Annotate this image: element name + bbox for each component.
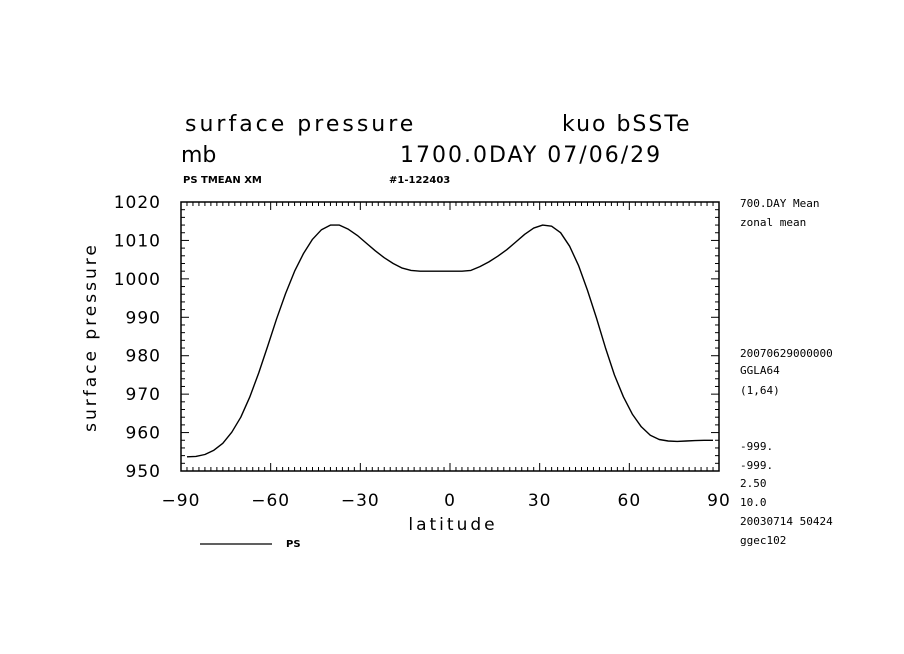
grid-name: GGLA64 bbox=[740, 364, 780, 377]
x-axis-label: latitude bbox=[408, 515, 497, 535]
y-tick-labels: 950 960 970 980 990 1000 1010 1020 bbox=[114, 193, 161, 482]
series-layer bbox=[186, 224, 713, 458]
legend-label: PS bbox=[286, 539, 301, 550]
run-id: #1-122403 bbox=[389, 175, 450, 186]
tick-marks bbox=[180, 201, 720, 472]
mean-label: 700.DAY Mean bbox=[740, 197, 819, 210]
y-tick-label: 950 bbox=[126, 462, 161, 482]
x-tick-label: −60 bbox=[251, 491, 290, 511]
y-tick-label: 1020 bbox=[114, 193, 161, 213]
chart-title: surface pressure bbox=[185, 112, 416, 137]
x-tick-label: 30 bbox=[528, 491, 552, 511]
y-tick-label: 980 bbox=[126, 347, 161, 367]
undef-value-2: -999. bbox=[740, 459, 773, 472]
undef-value-1: -999. bbox=[740, 440, 773, 453]
units-label: mb bbox=[181, 143, 216, 168]
x-tick-labels: −90 −60 −30 0 30 60 90 bbox=[162, 491, 731, 511]
build-date: 20030714 50424 bbox=[740, 515, 833, 528]
x-tick-label: 90 bbox=[707, 491, 731, 511]
series-line-ps bbox=[186, 224, 713, 458]
y-axis-label: surface pressure bbox=[81, 242, 101, 432]
date-code: 20070629000000 bbox=[740, 347, 833, 360]
grid-index: (1,64) bbox=[740, 384, 780, 397]
y-tick-label: 960 bbox=[126, 424, 161, 444]
value-2: 10.0 bbox=[740, 496, 767, 509]
value-1: 2.50 bbox=[740, 477, 767, 490]
zonal-label: zonal mean bbox=[740, 216, 806, 229]
experiment-name: kuo bSSTe bbox=[562, 112, 692, 137]
y-tick-label: 1010 bbox=[114, 231, 161, 251]
y-tick-label: 990 bbox=[126, 308, 161, 328]
x-tick-label: 0 bbox=[444, 491, 456, 511]
x-tick-label: −90 bbox=[162, 491, 201, 511]
x-tick-label: 60 bbox=[618, 491, 642, 511]
day-info: 1700.0DAY 07/06/29 bbox=[400, 143, 662, 168]
x-tick-label: −30 bbox=[341, 491, 380, 511]
plot-frame bbox=[180, 201, 720, 472]
field-tag: PS TMEAN XM bbox=[183, 175, 262, 186]
y-tick-label: 970 bbox=[126, 385, 161, 405]
host-name: ggec102 bbox=[740, 534, 786, 547]
y-tick-label: 1000 bbox=[114, 270, 161, 290]
